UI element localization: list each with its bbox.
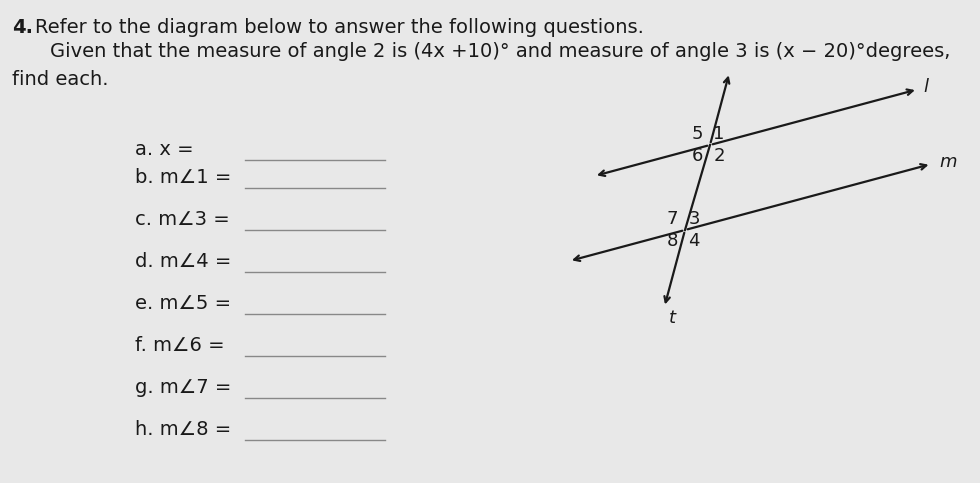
Text: 3: 3 [688,210,700,228]
Text: t: t [669,309,676,327]
Text: 7: 7 [666,210,678,228]
Text: Given that the measure of angle 2 is (4x +10)° and measure of angle 3 is (x − 20: Given that the measure of angle 2 is (4x… [50,42,951,61]
Text: Refer to the diagram below to answer the following questions.: Refer to the diagram below to answer the… [35,18,644,37]
Text: find each.: find each. [12,70,109,89]
Text: 2: 2 [713,147,725,165]
Text: 1: 1 [713,125,724,143]
Text: c. m∠3 =: c. m∠3 = [135,210,229,229]
Text: b. m∠1 =: b. m∠1 = [135,168,231,187]
Text: e. m∠5 =: e. m∠5 = [135,294,231,313]
Text: d. m∠4 =: d. m∠4 = [135,252,231,271]
Text: g. m∠7 =: g. m∠7 = [135,378,231,397]
Text: m: m [939,153,956,171]
Text: 4: 4 [688,232,700,250]
Text: l: l [924,78,929,96]
Text: f. m∠6 =: f. m∠6 = [135,336,224,355]
Text: 4.: 4. [12,18,33,37]
Text: a. x =: a. x = [135,140,194,159]
Text: h. m∠8 =: h. m∠8 = [135,420,231,439]
Text: 8: 8 [666,232,678,250]
Text: 5: 5 [691,125,703,143]
Text: 6: 6 [691,147,703,165]
